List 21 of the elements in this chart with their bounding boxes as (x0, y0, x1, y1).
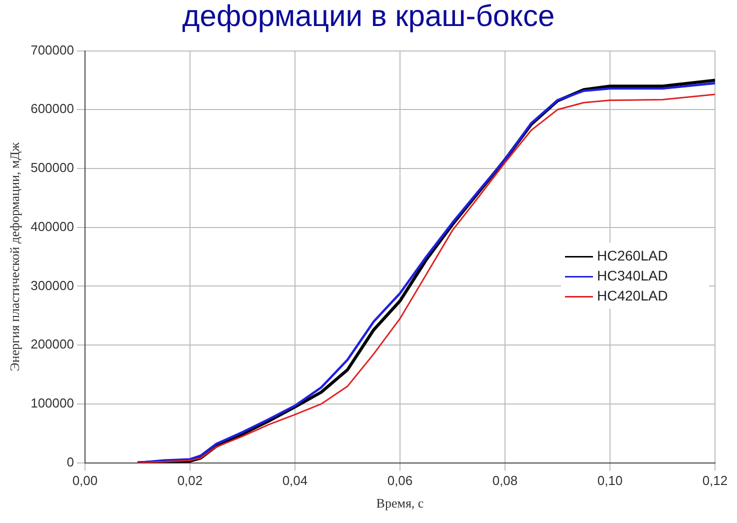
y-tick-label: 300000 (30, 278, 74, 293)
x-tick-label: 0,06 (387, 473, 413, 488)
y-tick-label: 0 (66, 454, 74, 470)
legend-label: HC340LAD (597, 268, 668, 284)
x-tick-label: 0,10 (597, 473, 623, 488)
y-tick-label: 400000 (30, 218, 74, 234)
chart-title: деформации в краш-боксе (181, 0, 556, 34)
legend-label: HC420LAD (597, 288, 668, 304)
y-tick-label: 700000 (30, 42, 74, 58)
x-tick-label: 0,00 (72, 473, 98, 488)
x-axis-title: Время, с (376, 496, 424, 511)
y-tick-label: 600000 (30, 101, 74, 116)
x-tick-label: 0,08 (492, 473, 518, 488)
y-axis-title: Энергия пластической деформации, мДж (7, 141, 22, 372)
x-tick-label: 0,02 (177, 473, 203, 488)
x-tick-label: 0,12 (702, 473, 728, 488)
y-tick-label: 100000 (30, 396, 74, 411)
y-tick-label: 500000 (30, 160, 74, 176)
x-tick-label: 0,04 (282, 473, 308, 488)
legend-label: HC260LAD (597, 248, 668, 264)
y-tick-label: 200000 (30, 336, 74, 352)
